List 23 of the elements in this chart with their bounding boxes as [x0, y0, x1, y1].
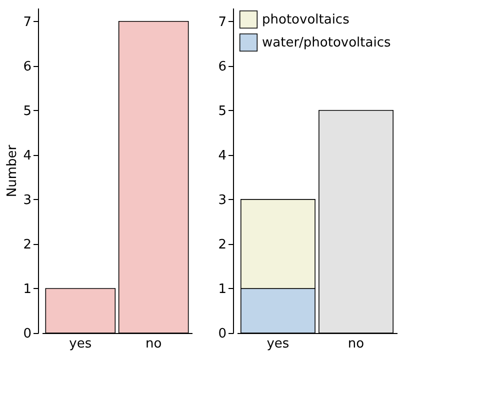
- y-tick-label: 2: [23, 237, 32, 252]
- x-tick-label: no: [348, 336, 364, 352]
- y-tick-label: 3: [23, 192, 32, 208]
- y-tick-label: 4: [23, 148, 32, 164]
- x-tick-label: no: [145, 336, 162, 352]
- y-tick-label: 2: [218, 237, 226, 252]
- legend-label: photovoltaics: [262, 12, 350, 28]
- y-tick-label: 0: [23, 326, 32, 342]
- x-tick-label: yes: [69, 336, 92, 352]
- y-tick-label: 5: [23, 104, 32, 119]
- y-tick-label: 1: [218, 282, 226, 297]
- y-tick-label: 0: [218, 326, 226, 342]
- y-tick-label: 3: [218, 192, 226, 208]
- y-tick-label: 1: [23, 282, 32, 297]
- legend-label: water/photovoltaics: [262, 36, 391, 50]
- y-tick-label: 7: [218, 14, 226, 30]
- x-tick-label: yes: [266, 336, 290, 352]
- y-tick-label: 6: [23, 59, 32, 74]
- y-axis-title: Number: [5, 144, 20, 198]
- y-tick-label: 7: [23, 14, 32, 30]
- y-tick-label: 5: [218, 104, 226, 119]
- y-tick-label: 4: [218, 148, 226, 164]
- y-tick-label: 6: [218, 59, 226, 74]
